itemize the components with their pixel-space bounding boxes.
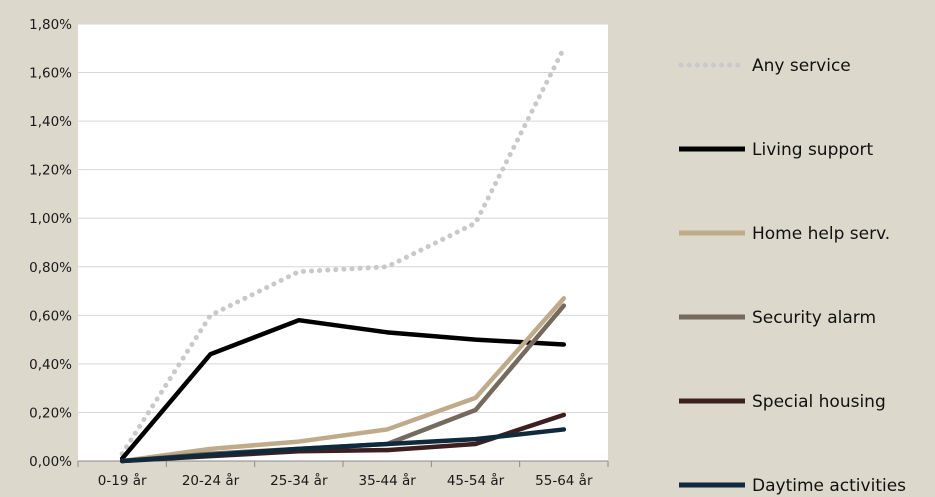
- x-tick-label: 20-24 år: [182, 472, 240, 489]
- series-any-service: [119, 45, 567, 457]
- series-line: [119, 296, 567, 464]
- legend-label: Daytime activities: [752, 476, 906, 496]
- gridlines: [78, 23, 608, 462]
- series-daytime-activities: [119, 427, 567, 464]
- legend: Any service Living support Home help serv.…: [678, 56, 906, 496]
- legend-item: Security alarm: [679, 308, 876, 328]
- plot-area: [78, 24, 608, 461]
- y-tick-label: 0,00%: [29, 454, 72, 470]
- y-tick-label: 1,00%: [29, 211, 72, 227]
- x-tick-label: 0-19 år: [98, 472, 147, 489]
- series-living-support: [119, 317, 567, 461]
- y-tick-label: 1,80%: [29, 17, 72, 33]
- legend-item: Home help serv.: [679, 224, 890, 244]
- y-tick-label: 0,40%: [29, 357, 72, 373]
- y-tick-label: 0,20%: [29, 405, 72, 421]
- y-axis-tick-labels: 0,00% 0,20% 0,40% 0,60% 0,80% 1,00% 1,20% 1,40%…: [29, 17, 72, 470]
- series-lines: [119, 45, 567, 464]
- legend-item: Special housing: [679, 392, 886, 412]
- x-tick-label: 45-54 år: [447, 472, 505, 489]
- series-line: [119, 317, 567, 461]
- legend-label: Living support: [752, 140, 874, 160]
- legend-label: Security alarm: [752, 308, 876, 328]
- series-line: [119, 427, 567, 464]
- y-tick-label: 0,80%: [29, 260, 72, 276]
- legend-label: Home help serv.: [752, 224, 890, 244]
- x-tick-label: 35-44 år: [358, 472, 416, 489]
- series-line: [119, 45, 567, 457]
- y-tick-label: 1,60%: [29, 66, 72, 82]
- x-tick-label: 25-34 år: [270, 472, 328, 489]
- legend-label: Any service: [752, 56, 851, 76]
- x-axis: 0-19 år 20-24 år 25-34 år 35-44 år 45-54 år 5…: [77, 460, 609, 489]
- x-tick-label: 55-64 år: [535, 472, 593, 489]
- legend-item: Living support: [679, 140, 874, 160]
- legend-item: Daytime activities: [679, 476, 906, 496]
- y-tick-label: 1,20%: [29, 163, 72, 179]
- y-tick-label: 1,40%: [29, 114, 72, 130]
- legend-item: Any service: [678, 56, 851, 76]
- legend-label: Special housing: [752, 392, 886, 412]
- y-tick-label: 0,60%: [29, 308, 72, 324]
